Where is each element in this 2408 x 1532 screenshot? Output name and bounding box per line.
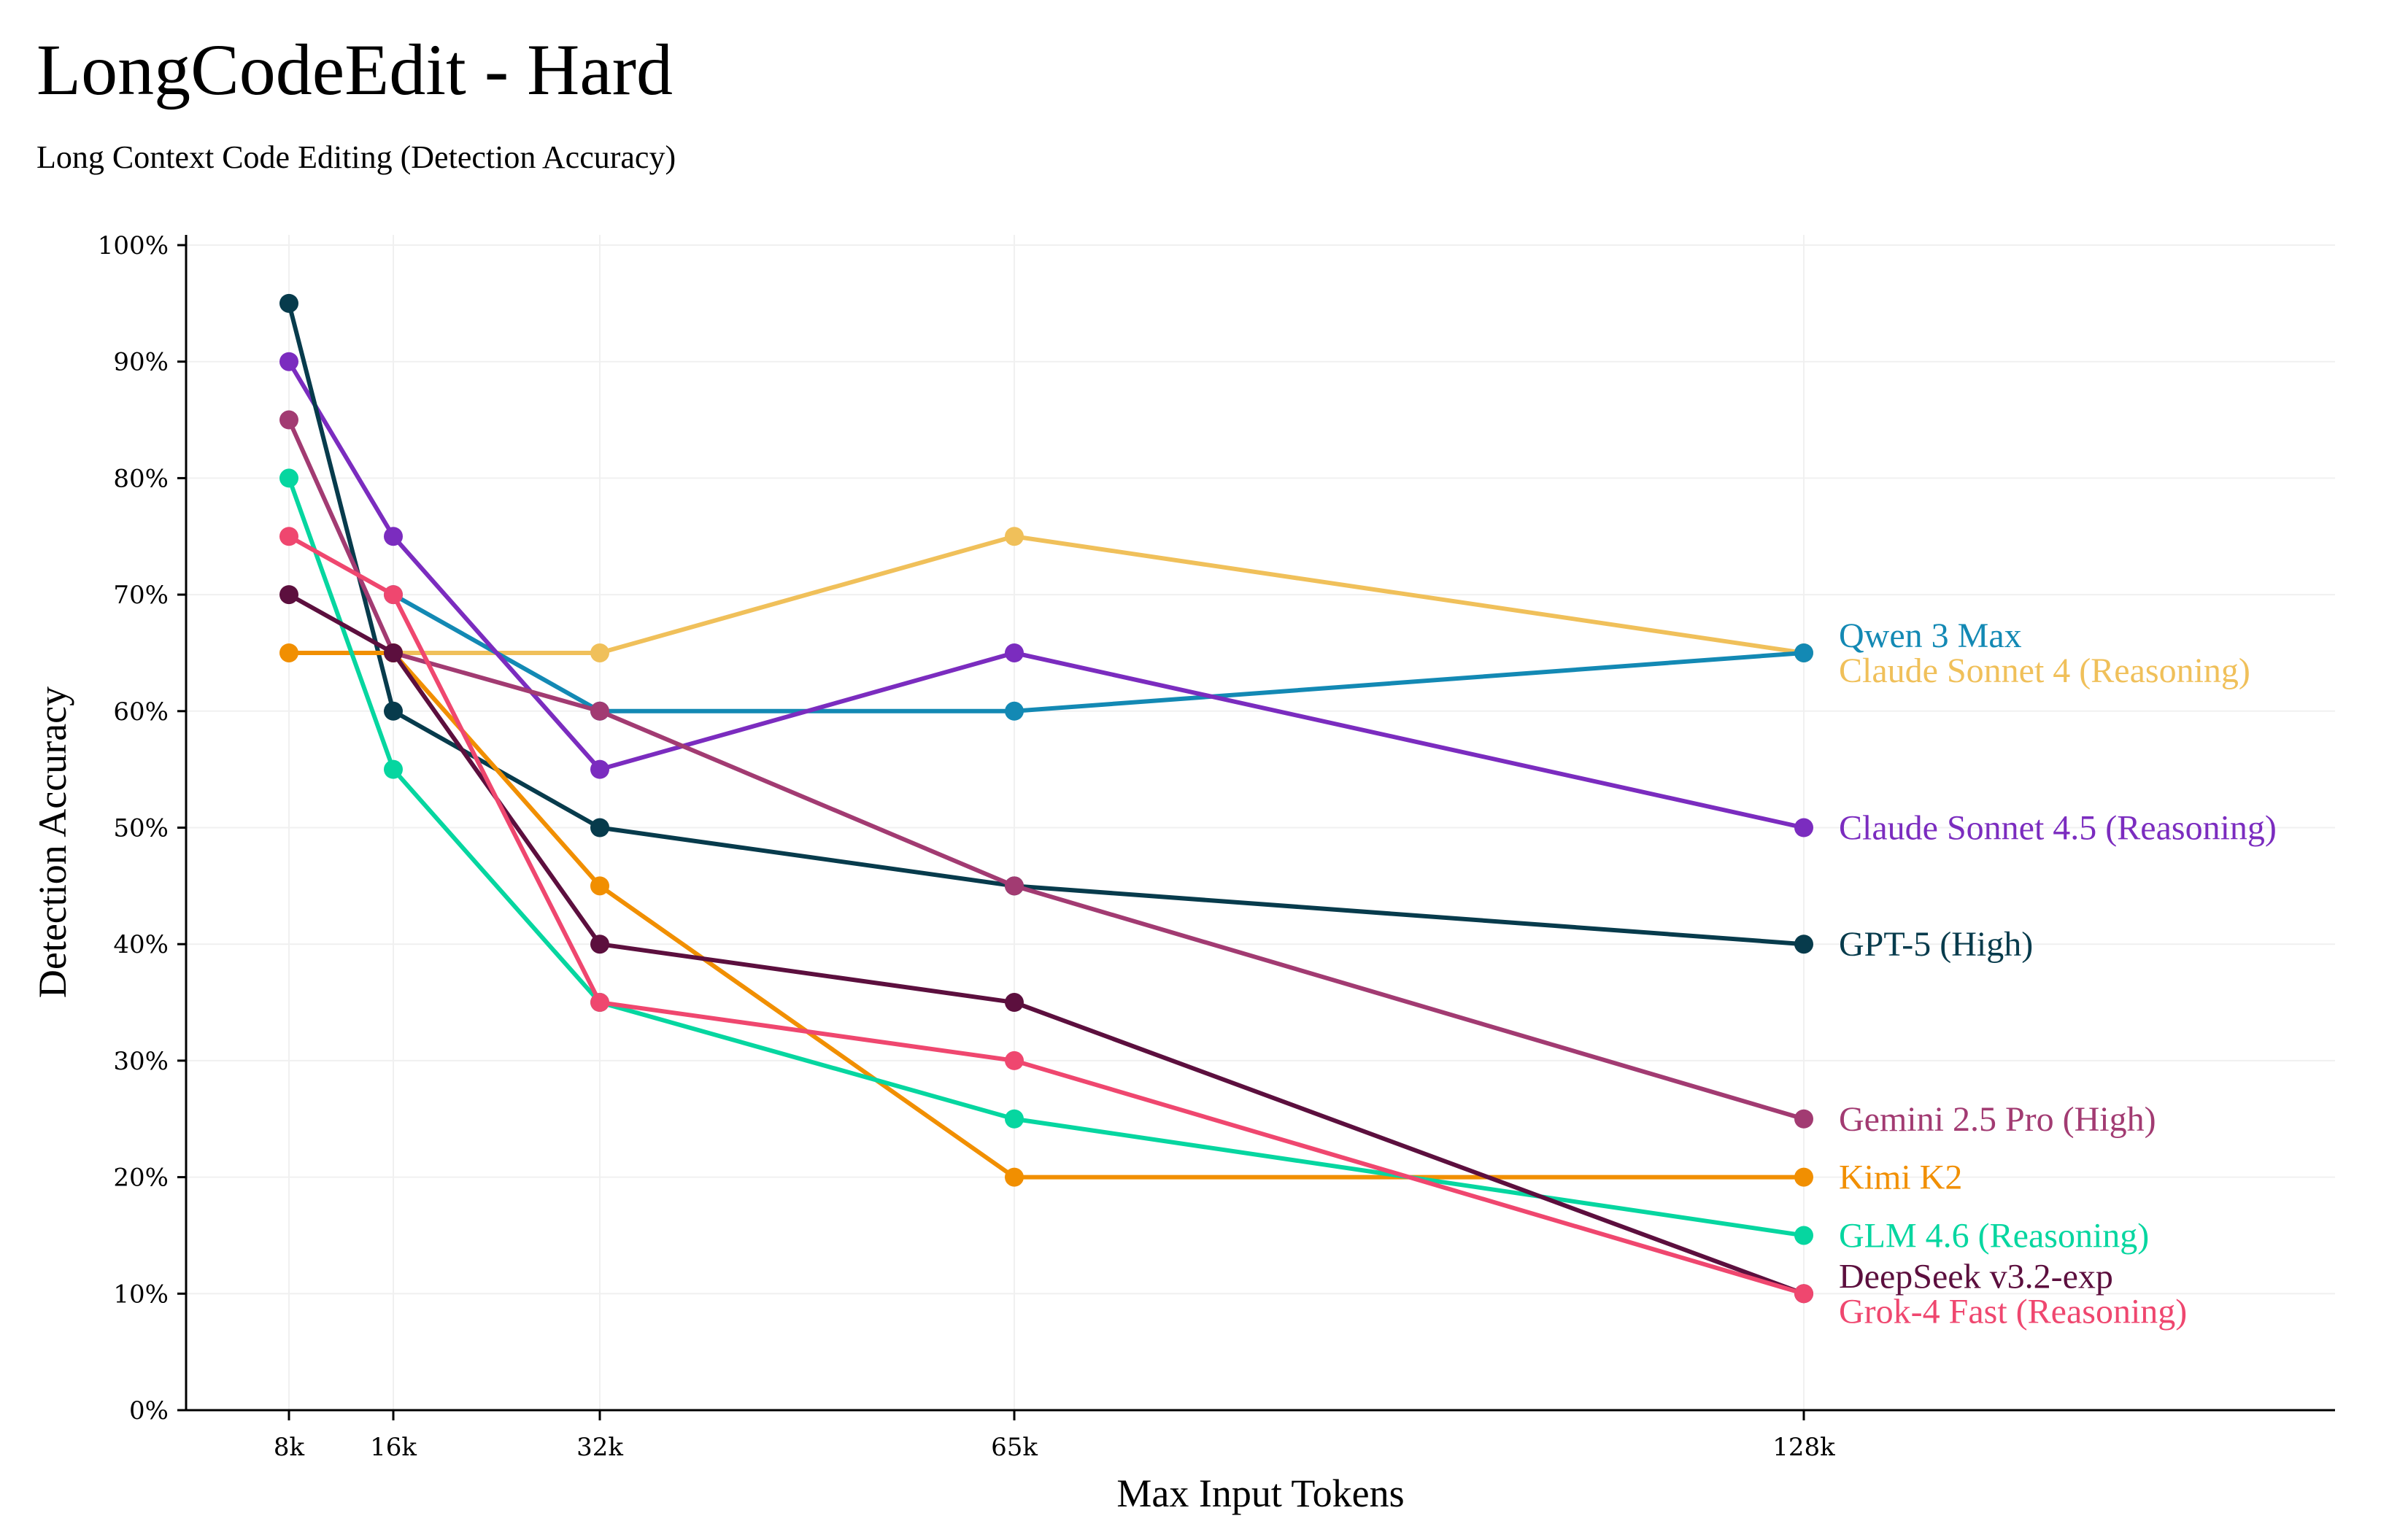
- data-point: [279, 527, 298, 546]
- data-point: [1005, 1167, 1024, 1187]
- data-point: [384, 585, 403, 605]
- data-point: [1005, 993, 1024, 1013]
- y-tick-label: 20%: [113, 1164, 169, 1193]
- data-point: [279, 352, 298, 371]
- chart-subtitle: Long Context Code Editing (Detection Acc…: [36, 139, 676, 175]
- data-point: [1005, 876, 1024, 896]
- data-point: [279, 468, 298, 488]
- series-claude-sonnet-4-5-reasoning: [279, 352, 1813, 837]
- series-label: Qwen 3 Max: [1839, 616, 2022, 655]
- series-label: Grok-4 Fast (Reasoning): [1839, 1292, 2187, 1331]
- data-point: [590, 935, 609, 954]
- y-tick-label: 40%: [113, 930, 169, 959]
- x-tick-label: 65k: [991, 1433, 1038, 1462]
- y-tick-label: 70%: [113, 581, 169, 610]
- y-tick-label: 100%: [98, 231, 169, 260]
- data-point: [590, 818, 609, 837]
- series-gemini-2-5-pro-high: [279, 410, 1813, 1129]
- chart-title: LongCodeEdit - Hard: [36, 29, 674, 110]
- data-point: [1794, 1109, 1813, 1129]
- data-point: [279, 643, 298, 662]
- series-glm-4-6-reasoning: [279, 468, 1813, 1245]
- axes: 0% 10% 20% 30% 40% 50% 60% 70% 80% 90% 100% 8k 16k 32…: [98, 231, 2335, 1462]
- data-point: [1794, 1284, 1813, 1304]
- series-label: Gemini 2.5 Pro (High): [1839, 1100, 2156, 1139]
- series-deepseek-v3-2-exp: [279, 585, 1813, 1304]
- y-tick-label: 60%: [113, 697, 169, 727]
- series-label: DeepSeek v3.2-exp: [1839, 1257, 2113, 1296]
- series-label: Claude Sonnet 4 (Reasoning): [1839, 651, 2250, 690]
- series-label: Kimi K2: [1839, 1158, 1962, 1197]
- data-point: [384, 759, 403, 779]
- data-point: [590, 876, 609, 896]
- data-point: [384, 701, 403, 721]
- data-point: [279, 410, 298, 430]
- data-point: [590, 993, 609, 1013]
- data-point: [279, 293, 298, 313]
- data-point: [1794, 1167, 1813, 1187]
- data-point: [279, 585, 298, 605]
- data-point: [1005, 1109, 1024, 1129]
- y-axis-title: Detection Accuracy: [31, 686, 74, 998]
- data-point: [1794, 1226, 1813, 1245]
- x-tick-label: 16k: [370, 1433, 417, 1462]
- data-point: [1005, 701, 1024, 721]
- y-tick-label: 80%: [113, 464, 169, 493]
- series-label: GPT-5 (High): [1839, 925, 2033, 964]
- data-point: [590, 759, 609, 779]
- series-kimi-k2: [279, 643, 1813, 1187]
- y-tick-label: 30%: [113, 1047, 169, 1076]
- x-tick-label: 32k: [576, 1433, 623, 1462]
- series-lines: [279, 293, 1813, 1304]
- y-tick-label: 0%: [129, 1396, 169, 1425]
- series-label: GLM 4.6 (Reasoning): [1839, 1216, 2149, 1255]
- x-axis-title: Max Input Tokens: [1116, 1471, 1404, 1515]
- series-line-kimi-k2: [289, 650, 1804, 1180]
- y-tick-label: 10%: [113, 1280, 169, 1309]
- series-line-gpt-5-high: [287, 303, 1805, 947]
- x-tick-label: 128k: [1772, 1433, 1835, 1462]
- data-point: [1005, 643, 1024, 662]
- y-tick-label: 50%: [113, 814, 169, 843]
- series-line-glm-4-6-reasoning: [287, 477, 1805, 1238]
- x-tick-label: 8k: [274, 1433, 305, 1462]
- y-tick-label: 90%: [113, 348, 169, 377]
- data-point: [1005, 1051, 1024, 1070]
- data-point: [1794, 818, 1813, 837]
- series-label: Claude Sonnet 4.5 (Reasoning): [1839, 809, 2277, 848]
- data-point: [590, 643, 609, 662]
- data-point: [384, 643, 403, 662]
- series-gpt-5-high: [279, 293, 1813, 954]
- data-point: [1005, 527, 1024, 546]
- data-point: [590, 701, 609, 721]
- series-line-grok-4-fast-reasoning: [288, 534, 1805, 1296]
- data-point: [1794, 643, 1813, 662]
- data-point: [1794, 935, 1813, 954]
- series-labels: Claude Sonnet 4 (Reasoning)Qwen 3 Max Cla…: [1839, 616, 2277, 1331]
- data-point: [384, 527, 403, 546]
- series-grok-4-fast-reasoning: [279, 527, 1813, 1304]
- gridlines: [186, 235, 2335, 1410]
